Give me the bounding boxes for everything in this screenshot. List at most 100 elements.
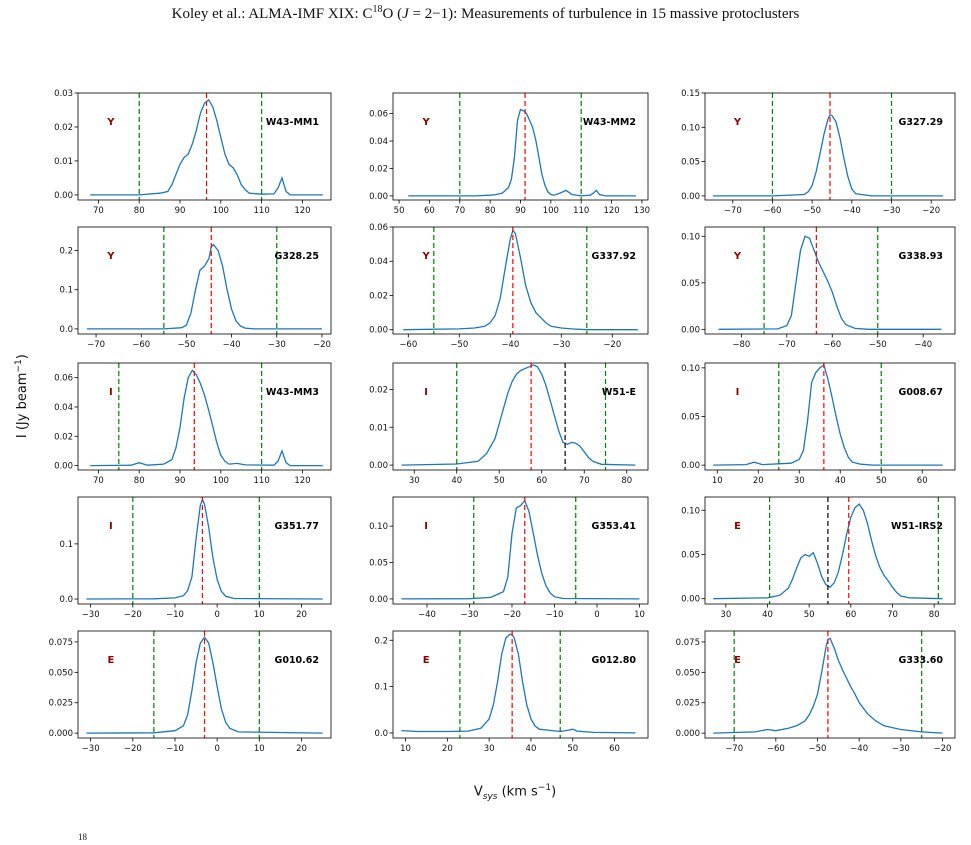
x-tick-label: 100	[213, 476, 229, 486]
x-tick-label: 60	[917, 476, 928, 486]
y-tick-label: 0.06	[54, 374, 73, 384]
x-tick-label: 80	[134, 476, 145, 486]
x-tick-label: 110	[254, 476, 270, 486]
axes-frame	[77, 496, 332, 605]
x-tick-label: 130	[634, 206, 650, 216]
x-tick-label: −20	[124, 610, 142, 620]
y-tick-label: 0.000	[49, 729, 73, 739]
x-tick-label: 0	[214, 744, 219, 754]
x-tick-label: −30	[82, 610, 100, 620]
y-tick-label: 0.15	[681, 89, 700, 99]
y-tick-label: 0.05	[369, 559, 388, 569]
y-tick-label: 0.04	[54, 403, 73, 413]
y-tick-label: 0.04	[369, 257, 388, 267]
y-tick-label: 0.00	[369, 595, 388, 605]
y-tick-label: 0.00	[54, 191, 73, 201]
axes-frame	[704, 362, 956, 471]
x-tick-label: 40	[451, 476, 462, 486]
x-tick-label: −50	[177, 340, 195, 350]
x-tick-label: −50	[450, 340, 468, 350]
y-tick-label: 0.01	[54, 157, 73, 167]
x-tick-label: 0	[214, 610, 219, 620]
y-tick-label: 0.01	[369, 423, 388, 433]
y-axis-title: I (Jy beam−1)	[13, 354, 31, 439]
y-tick-label: 0.05	[681, 550, 700, 560]
panel-g338.93: −80 −70 −60 −50 −40 0.00 0.05 0.10 Y G338.93	[681, 226, 956, 350]
x-tick-label: 40	[835, 476, 846, 486]
y-tick-label: 0.2	[59, 247, 73, 257]
y-tick-label: 0.075	[676, 638, 700, 648]
evolution-tag: I	[109, 521, 113, 532]
spectrum-line	[401, 364, 636, 466]
y-tick-label: 0.03	[54, 89, 73, 99]
source-name: W43-MM2	[583, 117, 636, 128]
source-name: G337.92	[592, 251, 636, 262]
x-tick-label: 60	[536, 476, 547, 486]
x-tick-label: 70	[93, 206, 104, 216]
y-tick-label: 0.1	[59, 286, 73, 296]
x-tick-label: 40	[762, 610, 773, 620]
y-tick-label: 0.06	[369, 110, 388, 120]
x-tick-label: −30	[268, 340, 286, 350]
y-tick-label: 0.02	[54, 123, 73, 133]
panel-g328.25: −70 −60 −50 −40 −30 −20 0.0 0.1 0.2 Y G328.25	[59, 226, 332, 350]
evolution-tag: Y	[106, 251, 115, 262]
y-tick-label: 0.05	[681, 158, 700, 168]
source-name: G012.80	[592, 655, 637, 666]
x-tick-label: 80	[485, 206, 496, 216]
x-tick-label: −60	[763, 206, 781, 216]
x-tick-label: −20	[124, 744, 142, 754]
x-tick-label: 10	[400, 744, 411, 754]
x-tick-label: 10	[254, 610, 265, 620]
x-tick-label: −30	[461, 610, 479, 620]
y-tick-label: 0.0	[59, 595, 73, 605]
x-tick-label: −40	[418, 610, 436, 620]
x-tick-label: −40	[914, 340, 932, 350]
y-tick-label: 0.10	[681, 506, 700, 516]
evolution-tag: I	[424, 387, 428, 398]
x-axis-title: Vsys (km s−1)	[473, 783, 557, 802]
y-tick-label: 0.000	[676, 729, 700, 739]
x-tick-label: −80	[732, 340, 750, 350]
x-tick-label: −30	[883, 206, 901, 216]
source-name: G008.67	[899, 387, 943, 398]
x-tick-label: 90	[515, 206, 526, 216]
x-tick-label: 20	[442, 744, 453, 754]
x-tick-label: −40	[850, 744, 868, 754]
x-tick-label: −20	[603, 340, 621, 350]
evolution-tag: E	[734, 655, 741, 666]
x-tick-label: 70	[887, 610, 898, 620]
x-tick-label: 50	[804, 610, 815, 620]
panel-g327.29: −70 −60 −50 −40 −30 −20 0.00 0.05 0.10 0.15 Y G327.…	[681, 89, 956, 216]
x-tick-label: 120	[294, 206, 310, 216]
y-tick-label: 0.050	[676, 668, 700, 678]
x-tick-label: −20	[313, 340, 331, 350]
x-tick-label: 120	[294, 476, 310, 486]
x-tick-label: 90	[175, 206, 186, 216]
x-tick-label: 50	[567, 744, 578, 754]
x-tick-label: 100	[543, 206, 559, 216]
x-tick-label: 120	[603, 206, 619, 216]
x-tick-label: 70	[454, 206, 465, 216]
x-tick-label: −50	[803, 206, 821, 216]
y-tick-label: 0.02	[369, 164, 388, 174]
panel-g337.92: −60 −50 −40 −30 −20 0.00 0.02 0.04 0.06 Y G337.92	[369, 223, 649, 350]
y-tick-label: 0.0	[59, 325, 73, 335]
x-tick-label: 50	[394, 206, 405, 216]
y-tick-label: 0.1	[59, 540, 73, 550]
x-tick-label: −10	[546, 610, 564, 620]
evolution-tag: Y	[422, 117, 431, 128]
axes-frame	[77, 226, 332, 335]
evolution-tag: Y	[106, 117, 115, 128]
source-name: W43-MM3	[266, 387, 319, 398]
evolution-tag: E	[734, 521, 741, 532]
x-tick-label: −20	[503, 610, 521, 620]
spectrum-line	[408, 108, 636, 197]
y-tick-label: 0.00	[681, 192, 700, 202]
evolution-tag: Y	[733, 251, 742, 262]
x-tick-label: 50	[876, 476, 887, 486]
x-tick-label: 60	[424, 206, 435, 216]
x-tick-label: 20	[296, 744, 307, 754]
axes-frame	[392, 496, 649, 605]
